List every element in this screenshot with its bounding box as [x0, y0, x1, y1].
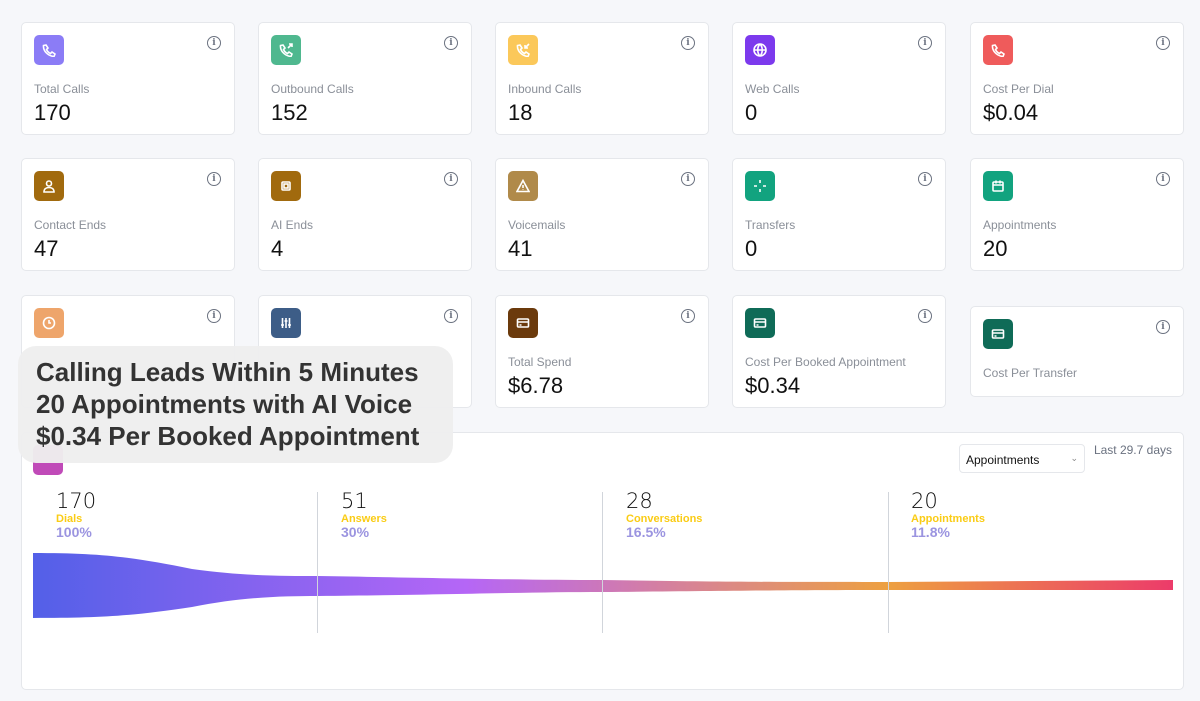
stage-value: 20 — [911, 489, 938, 513]
overlay-line: $0.34 Per Booked Appointment — [36, 421, 420, 451]
info-icon[interactable]: i — [1156, 172, 1170, 186]
info-icon[interactable]: i — [207, 36, 221, 50]
stage-label: Dials — [56, 513, 83, 525]
stage-appointments: 20 Appointments 11.8% — [911, 489, 985, 539]
stat-card: i Appointments 20 — [970, 158, 1184, 271]
stat-card: i Contact Ends 47 — [21, 158, 235, 271]
stat-value: $0.34 — [745, 373, 801, 398]
info-icon[interactable]: i — [207, 172, 221, 186]
stat-label: Cost Per Dial — [983, 82, 1054, 96]
stage-divider — [888, 492, 889, 633]
info-icon[interactable]: i — [681, 172, 695, 186]
stat-value: 0 — [745, 236, 758, 261]
stat-card: i Cost Per Transfer — [970, 306, 1184, 397]
info-icon[interactable]: i — [444, 36, 458, 50]
date-range: Last 29.7 days — [1093, 443, 1172, 457]
promo-overlay: Calling Leads Within 5 Minutes 20 Appoin… — [18, 346, 453, 463]
stage-dials: 170 Dials 100% — [56, 489, 96, 539]
info-icon[interactable]: i — [1156, 320, 1170, 334]
clock-icon — [34, 308, 64, 338]
stage-percent: 11.8% — [911, 524, 950, 540]
transfer-icon — [745, 171, 775, 201]
stat-label: Cost Per Booked Appointment — [745, 355, 906, 369]
metric-select[interactable]: Appointments ⌄ — [959, 444, 1085, 473]
stat-card: i Transfers 0 — [732, 158, 946, 271]
warning-icon — [508, 171, 538, 201]
stat-card: i Outbound Calls 152 — [258, 22, 472, 135]
credit-card-icon — [508, 308, 538, 338]
stage-percent: 100% — [56, 524, 92, 540]
stat-card: i Cost Per Booked Appointment $0.34 — [732, 295, 946, 408]
info-icon[interactable]: i — [444, 309, 458, 323]
stat-label: Appointments — [983, 218, 1057, 232]
stat-value: 170 — [34, 100, 71, 125]
funnel-shape — [33, 553, 1173, 618]
info-icon[interactable]: i — [1156, 36, 1170, 50]
calendar-icon — [983, 171, 1013, 201]
stat-value: 41 — [508, 236, 533, 261]
stage-value: 28 — [626, 489, 653, 513]
credit-card-icon — [745, 308, 775, 338]
globe-icon — [745, 35, 775, 65]
stage-answers: 51 Answers 30% — [341, 489, 387, 539]
funnel-chart — [33, 553, 1173, 618]
phone-incoming-icon — [508, 35, 538, 65]
stat-card: i Cost Per Dial $0.04 — [970, 22, 1184, 135]
stat-card: i Inbound Calls 18 — [495, 22, 709, 135]
stage-label: Answers — [341, 513, 387, 525]
stat-card: i AI Ends 4 — [258, 158, 472, 271]
stat-value: $6.78 — [508, 373, 564, 398]
stat-label: Cost Per Transfer — [983, 366, 1078, 380]
stat-value: $0.04 — [983, 100, 1039, 125]
overlay-line: 20 Appointments with AI Voice — [36, 389, 413, 419]
stat-label: Total Calls — [34, 82, 90, 96]
stage-value: 51 — [341, 489, 368, 513]
chevron-down-icon: ⌄ — [1070, 453, 1078, 463]
stat-label: Outbound Calls — [271, 82, 354, 96]
stat-value: 0 — [745, 100, 758, 125]
stage-value: 170 — [56, 489, 97, 513]
stat-value: 4 — [271, 236, 284, 261]
stat-label: Inbound Calls — [508, 82, 582, 96]
overlay-line: Calling Leads Within 5 Minutes — [36, 357, 419, 387]
stage-label: Conversations — [626, 513, 703, 525]
info-icon[interactable]: i — [918, 309, 932, 323]
stage-percent: 30% — [341, 524, 370, 540]
stage-divider — [602, 492, 603, 633]
info-icon[interactable]: i — [444, 172, 458, 186]
stat-label: Voicemails — [508, 218, 566, 232]
info-icon[interactable]: i — [681, 309, 695, 323]
stat-value: 18 — [508, 100, 533, 125]
stat-card: i Voicemails 41 — [495, 158, 709, 271]
funnel-panel: Appointments ⌄ Last 29.7 days 170 Dials 100… — [21, 432, 1184, 690]
stage-label: Appointments — [911, 513, 985, 525]
stage-divider — [317, 492, 318, 633]
stat-card: i Web Calls 0 — [732, 22, 946, 135]
stage-conversations: 28 Conversations 16.5% — [626, 489, 702, 539]
stat-label: Transfers — [745, 218, 796, 232]
stat-label: Web Calls — [745, 82, 800, 96]
stat-label: Contact Ends — [34, 218, 107, 232]
info-icon[interactable]: i — [207, 309, 221, 323]
stat-value: 47 — [34, 236, 59, 261]
user-icon — [34, 171, 64, 201]
phone-icon — [983, 35, 1013, 65]
stat-value: 152 — [271, 100, 308, 125]
stat-card: i Total Calls 170 — [21, 22, 235, 135]
stat-label: Total Spend — [508, 355, 572, 369]
chip-icon — [271, 171, 301, 201]
phone-outgoing-icon — [271, 35, 301, 65]
stat-card: i Total Spend $6.78 — [495, 295, 709, 408]
sliders-icon — [271, 308, 301, 338]
credit-card-icon — [983, 319, 1013, 349]
metric-select-value: Appointments — [966, 453, 1040, 467]
stat-value: 20 — [983, 236, 1008, 261]
stat-label: AI Ends — [271, 218, 314, 232]
info-icon[interactable]: i — [918, 172, 932, 186]
info-icon[interactable]: i — [681, 36, 695, 50]
phone-icon — [34, 35, 64, 65]
stage-percent: 16.5% — [626, 524, 666, 540]
info-icon[interactable]: i — [918, 36, 932, 50]
